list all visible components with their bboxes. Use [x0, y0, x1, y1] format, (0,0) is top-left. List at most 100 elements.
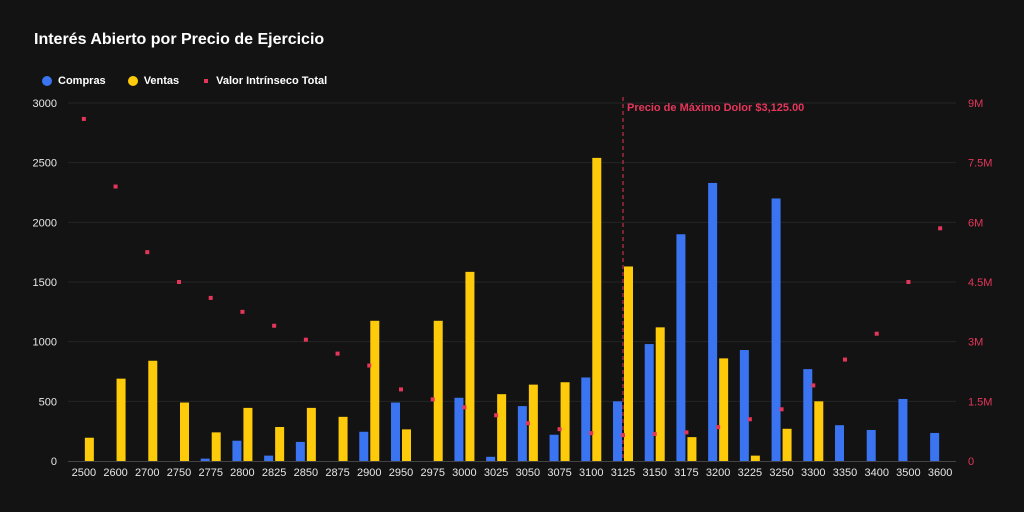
bar-ventas: [655, 327, 665, 461]
bar-ventas: [180, 402, 189, 461]
bar-ventas: [116, 378, 126, 461]
x-tick-label: 2825: [262, 467, 286, 479]
point-valor-intrinseco: [906, 280, 911, 284]
bar-ventas: [433, 320, 443, 461]
x-tick-label: 3175: [674, 467, 698, 479]
y-right-tick-label: 3M: [968, 337, 983, 349]
bar-compras: [898, 398, 908, 461]
bar-ventas: [687, 437, 697, 461]
x-tick-label: 3500: [896, 467, 920, 479]
bar-ventas: [782, 428, 792, 461]
legend-swatch-compras: [42, 76, 52, 86]
point-valor-intrinseco: [716, 425, 721, 430]
legend-item-ventas[interactable]: Ventas: [127, 75, 179, 87]
bar-ventas: [402, 429, 411, 461]
x-tick-label: 3225: [738, 467, 762, 479]
point-valor-intrinseco: [335, 351, 340, 356]
bar-compras: [866, 429, 876, 461]
x-tick-label: 3400: [864, 467, 888, 479]
y-left-tick-label: 500: [39, 396, 57, 408]
x-tick-label: 3100: [579, 467, 603, 479]
bar-ventas: [211, 432, 221, 461]
bar-compras: [295, 441, 305, 461]
bar-compras: [771, 198, 781, 461]
bar-compras: [835, 425, 844, 461]
x-tick-label: 3600: [928, 467, 952, 479]
bar-compras: [613, 401, 622, 461]
x-tick-label: 3075: [547, 467, 571, 479]
point-valor-intrinseco: [557, 427, 562, 432]
x-tick-label: 2900: [357, 467, 381, 479]
bar-compras: [739, 350, 749, 461]
x-tick-label: 3250: [769, 467, 793, 479]
point-valor-intrinseco: [843, 357, 847, 362]
max-pain-label: Precio de Máximo Dolor $3,125.00: [627, 102, 804, 114]
bar-compras: [454, 397, 464, 461]
bar-compras: [264, 455, 274, 461]
point-valor-intrinseco: [113, 184, 118, 189]
x-tick-label: 2975: [420, 467, 444, 479]
point-valor-intrinseco: [874, 331, 879, 336]
x-tick-label: 2500: [72, 467, 96, 479]
bar-ventas: [497, 394, 507, 461]
y-left-tick-label: 1500: [33, 277, 57, 289]
x-tick-label: 2800: [230, 467, 254, 479]
y-left-tick-label: 0: [51, 456, 57, 468]
x-tick-label: 3200: [706, 467, 730, 479]
point-valor-intrinseco: [494, 413, 499, 418]
x-tick-label: 2775: [198, 467, 222, 479]
point-valor-intrinseco: [208, 295, 213, 300]
y-right-tick-label: 9M: [968, 98, 983, 110]
bar-compras: [549, 434, 559, 461]
x-tick-label: 2700: [135, 467, 159, 479]
point-valor-intrinseco: [240, 309, 245, 314]
point-valor-intrinseco: [272, 323, 277, 328]
point-valor-intrinseco: [399, 387, 403, 392]
y-right-tick-label: 1.5M: [968, 396, 992, 408]
x-tick-label: 3125: [611, 467, 635, 479]
bar-ventas: [560, 382, 570, 461]
bar-ventas: [719, 358, 729, 461]
point-valor-intrinseco: [367, 363, 372, 368]
x-tick-label: 2600: [103, 467, 127, 479]
y-right-tick-label: 6M: [968, 217, 983, 229]
point-valor-intrinseco: [145, 250, 150, 255]
legend: Compras Ventas Valor Intrínseco Total: [42, 74, 349, 88]
bar-ventas: [528, 384, 538, 461]
bar-compras: [486, 456, 496, 461]
bar-compras: [644, 344, 654, 461]
bar-compras: [232, 440, 242, 461]
legend-label-valor-intrinseco: Valor Intrínseco Total: [216, 75, 328, 87]
y-right-tick-label: 7.5M: [968, 158, 992, 170]
bar-ventas: [306, 407, 316, 461]
x-tick-label: 3150: [642, 467, 666, 479]
x-tick-label: 2850: [294, 467, 318, 479]
bar-ventas: [148, 360, 158, 461]
point-valor-intrinseco: [430, 397, 435, 402]
bar-ventas: [750, 455, 760, 461]
point-valor-intrinseco: [462, 405, 467, 410]
x-tick-label: 3000: [452, 467, 476, 479]
point-valor-intrinseco: [303, 337, 308, 342]
y-right-tick-label: 0: [968, 456, 974, 468]
y-right-tick-label: 4.5M: [968, 277, 992, 289]
bar-ventas: [84, 437, 94, 461]
legend-item-valor-intrinseco[interactable]: Valor Intrínseco Total: [201, 75, 327, 87]
legend-label-compras: Compras: [58, 75, 106, 87]
x-tick-label: 2950: [389, 467, 413, 479]
bar-compras: [200, 458, 210, 461]
x-tick-label: 3350: [833, 467, 857, 479]
bar-compras: [359, 431, 369, 461]
bar-ventas: [370, 320, 380, 461]
bar-compras: [676, 234, 686, 461]
x-tick-label: 2875: [325, 467, 349, 479]
x-tick-label: 2750: [167, 467, 191, 479]
legend-swatch-valor-intrinseco: [204, 79, 209, 83]
legend-item-compras[interactable]: Compras: [42, 75, 106, 87]
point-valor-intrinseco: [684, 430, 689, 435]
point-valor-intrinseco: [747, 417, 752, 422]
bar-compras: [517, 406, 527, 461]
point-valor-intrinseco: [177, 280, 181, 284]
bar-compras: [391, 402, 400, 461]
